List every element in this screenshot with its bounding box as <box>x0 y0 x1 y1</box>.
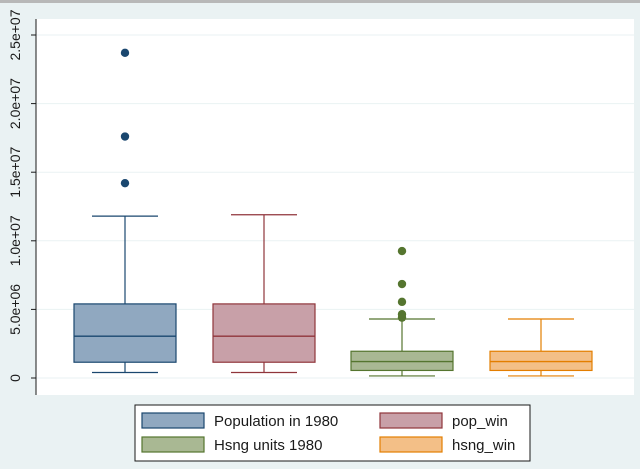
box-outlier-0-0 <box>120 178 130 188</box>
y-gridlines <box>36 34 634 379</box>
box-outlier-2-2 <box>397 297 407 307</box>
y-tick-label-2: 1.0e+07 <box>7 215 23 266</box>
box-series-3 <box>489 318 593 377</box>
y-tick-label-4: 2.0e+07 <box>7 78 23 129</box>
box-iqr-1 <box>212 303 316 363</box>
legend-swatch-1 <box>379 412 443 429</box>
y-tick-label-1: 5.0e+06 <box>7 284 23 335</box>
box-outlier-2-4 <box>397 246 407 256</box>
box-iqr-0 <box>73 303 177 363</box>
y-tick-label-0: 0 <box>7 374 23 382</box>
legend-swatch-3 <box>379 436 443 453</box>
box-series-0 <box>73 48 177 374</box>
legend: Population in 1980 pop_win Hsng units 19… <box>141 412 515 454</box>
box-series-1 <box>212 214 316 374</box>
y-axis: 0 5.0e+06 1.0e+07 1.5e+07 2.0e+07 2.5e+07 <box>7 9 36 382</box>
legend-swatch-2 <box>141 436 205 453</box>
box-series-group <box>73 48 593 377</box>
box-outlier-2-3 <box>397 279 407 289</box>
legend-label-2: Hsng units 1980 <box>214 437 322 454</box>
box-series-2 <box>350 246 454 377</box>
y-tick-label-3: 1.5e+07 <box>7 146 23 197</box>
legend-label-0: Population in 1980 <box>214 413 338 430</box>
box-outlier-0-1 <box>120 132 130 141</box>
legend-label-1: pop_win <box>452 413 508 430</box>
box-outlier-0-2 <box>120 48 130 58</box>
legend-swatch-0 <box>141 412 205 429</box>
top-border <box>0 0 640 3</box>
y-tick-label-5: 2.5e+07 <box>7 9 23 60</box>
box-outlier-2-1 <box>397 310 407 319</box>
legend-label-3: hsng_win <box>452 437 515 454</box>
